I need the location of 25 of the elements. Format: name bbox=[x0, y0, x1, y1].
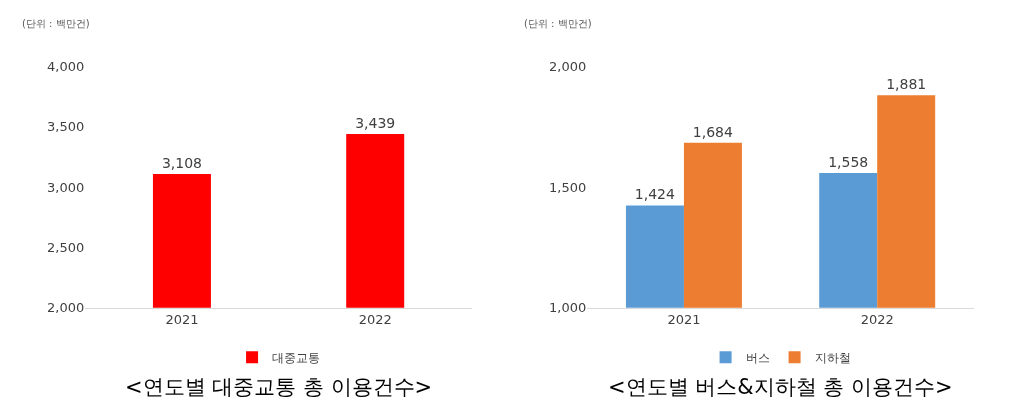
text: <연도별 버스&지하철 총 이용건수> bbox=[608, 375, 953, 399]
data-label: 1,684 bbox=[692, 123, 734, 140]
y-tick-label: 4,000 bbox=[47, 59, 85, 75]
x-tick-label: 2021 bbox=[165, 312, 199, 328]
data-label: 1,558 bbox=[828, 154, 869, 171]
data-label: 1,424 bbox=[634, 186, 676, 203]
y-tick-label: 1,000 bbox=[549, 300, 587, 316]
legend-label: 대중교통 bbox=[272, 350, 321, 365]
x-tick-label: 2022 bbox=[358, 312, 392, 328]
text: <연도별 대중교통 총 이용건수> bbox=[125, 375, 433, 399]
y-tick-label: 3,000 bbox=[47, 179, 85, 195]
legend-label: 지하철 bbox=[814, 350, 851, 365]
y-tick-label: 2,000 bbox=[549, 59, 587, 75]
legend-label: 버스 bbox=[745, 350, 770, 365]
text: (단위 : 백만건) bbox=[22, 18, 90, 29]
y-tick-label: 1,500 bbox=[549, 179, 587, 195]
data-label: 3,108 bbox=[161, 155, 202, 172]
y-tick-label: 3,500 bbox=[47, 119, 85, 135]
y-tick-label: 2,500 bbox=[47, 239, 85, 255]
x-tick-label: 2021 bbox=[667, 312, 701, 328]
text: (단위 : 백만건) bbox=[524, 18, 592, 29]
data-label: 3,439 bbox=[355, 115, 396, 132]
data-label: 1,881 bbox=[886, 76, 927, 93]
y-tick-label: 2,000 bbox=[47, 300, 85, 316]
x-tick-label: 2022 bbox=[860, 312, 894, 328]
